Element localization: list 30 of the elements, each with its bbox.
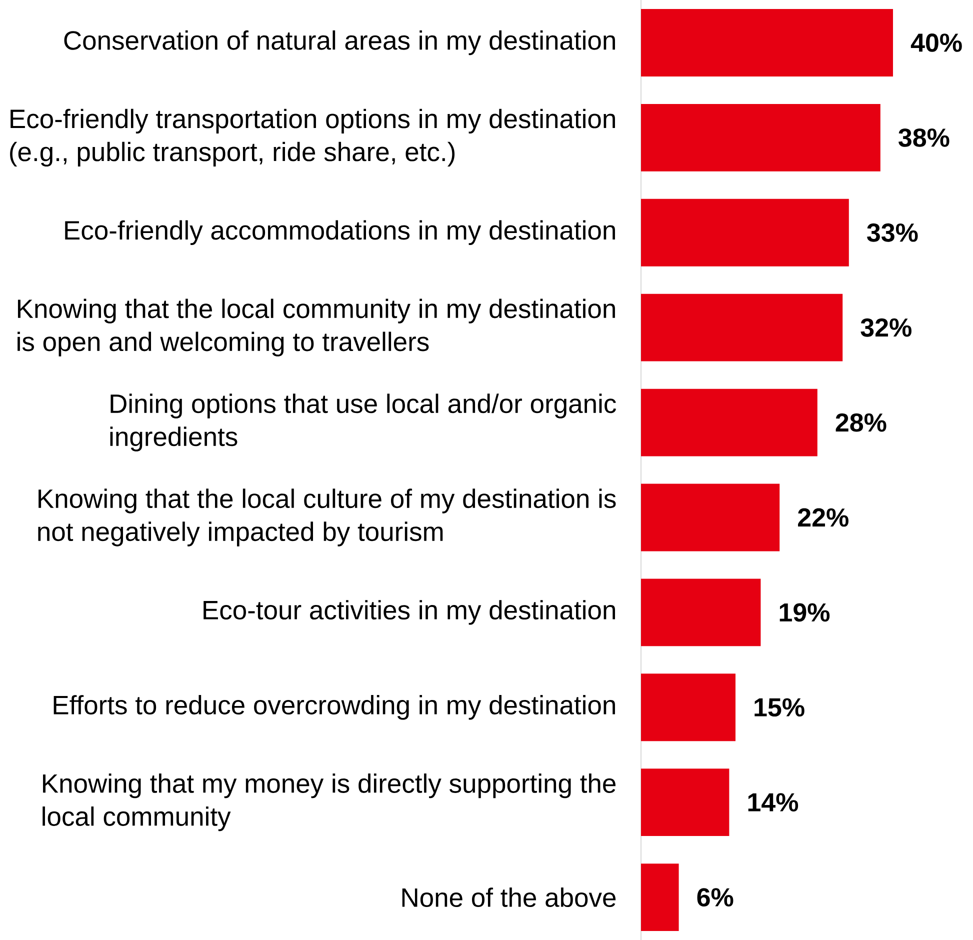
y-tick-label: Efforts to reduce overcrowding in my destination (54, 695, 615, 720)
y-tick-label: None of the above (402, 888, 616, 908)
data-label: 33% (867, 223, 918, 242)
bar (640, 104, 880, 172)
data-label: 38% (898, 128, 950, 147)
y-tick-label: Eco-friendly transportation options in my destination (e.g., public transport, ride share, etc.) (10, 108, 615, 167)
data-label: 32% (860, 318, 912, 337)
bar (640, 9, 893, 76)
data-label: 6% (697, 888, 734, 906)
y-tick-label: Knowing that the local community in my destination is open and welcoming to travellers (18, 298, 615, 356)
data-label: 19% (780, 603, 830, 622)
bar (640, 388, 818, 456)
data-label: 14% (748, 793, 798, 812)
bar (640, 768, 730, 836)
y-tick-label: Knowing that the local culture of my destination is not negatively impacted by tourism (38, 488, 616, 546)
bar (640, 294, 843, 362)
y-tick-label: Eco-tour activities in my destination (204, 600, 616, 625)
bar (640, 864, 679, 931)
y-tick-label: Dining options that use local and/or organic ingredients (110, 394, 616, 452)
y-tick-label: Knowing that my money is directly supporting the local community (42, 773, 616, 832)
bar (640, 578, 761, 646)
bar (640, 198, 849, 266)
data-label: 15% (754, 698, 804, 717)
data-label: 40% (910, 34, 962, 52)
bar (640, 484, 780, 552)
bar (640, 674, 736, 742)
y-tick-label: Conservation of natural areas in my destination (64, 30, 615, 56)
data-label: 28% (836, 413, 886, 432)
y-tick-label: Eco-friendly accommodations in my destination (65, 220, 615, 245)
data-label: 22% (798, 508, 848, 527)
